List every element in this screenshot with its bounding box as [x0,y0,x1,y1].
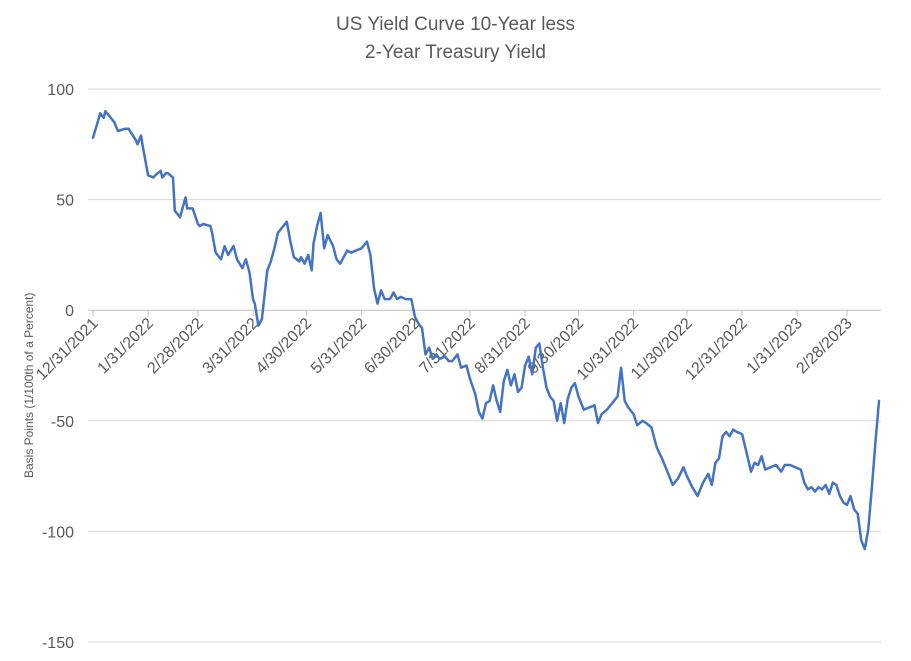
series-line [91,109,881,551]
y-tick-label: -150 [42,635,74,652]
chart-title-line-1: US Yield Curve 10-Year less [335,14,576,35]
y-tick-label: -100 [42,524,74,541]
x-tick-label: 3/31/2022 [200,315,262,377]
x-tick-label: 7/31/2022 [416,315,478,377]
x-tick-label: 12/31/2021 [33,315,102,384]
x-tick-label: 6/30/2022 [361,315,423,377]
x-tick-label: 4/30/2022 [253,315,315,377]
y-tick-label: 0 [65,303,74,320]
y-tick-label: 50 [56,193,74,210]
x-tick-label: 5/31/2022 [308,315,370,377]
chart-title-line-2: 2-Year Treasury Yield [365,42,546,63]
y-tick-label: -50 [51,414,74,431]
y-tick-label: 100 [47,82,74,99]
